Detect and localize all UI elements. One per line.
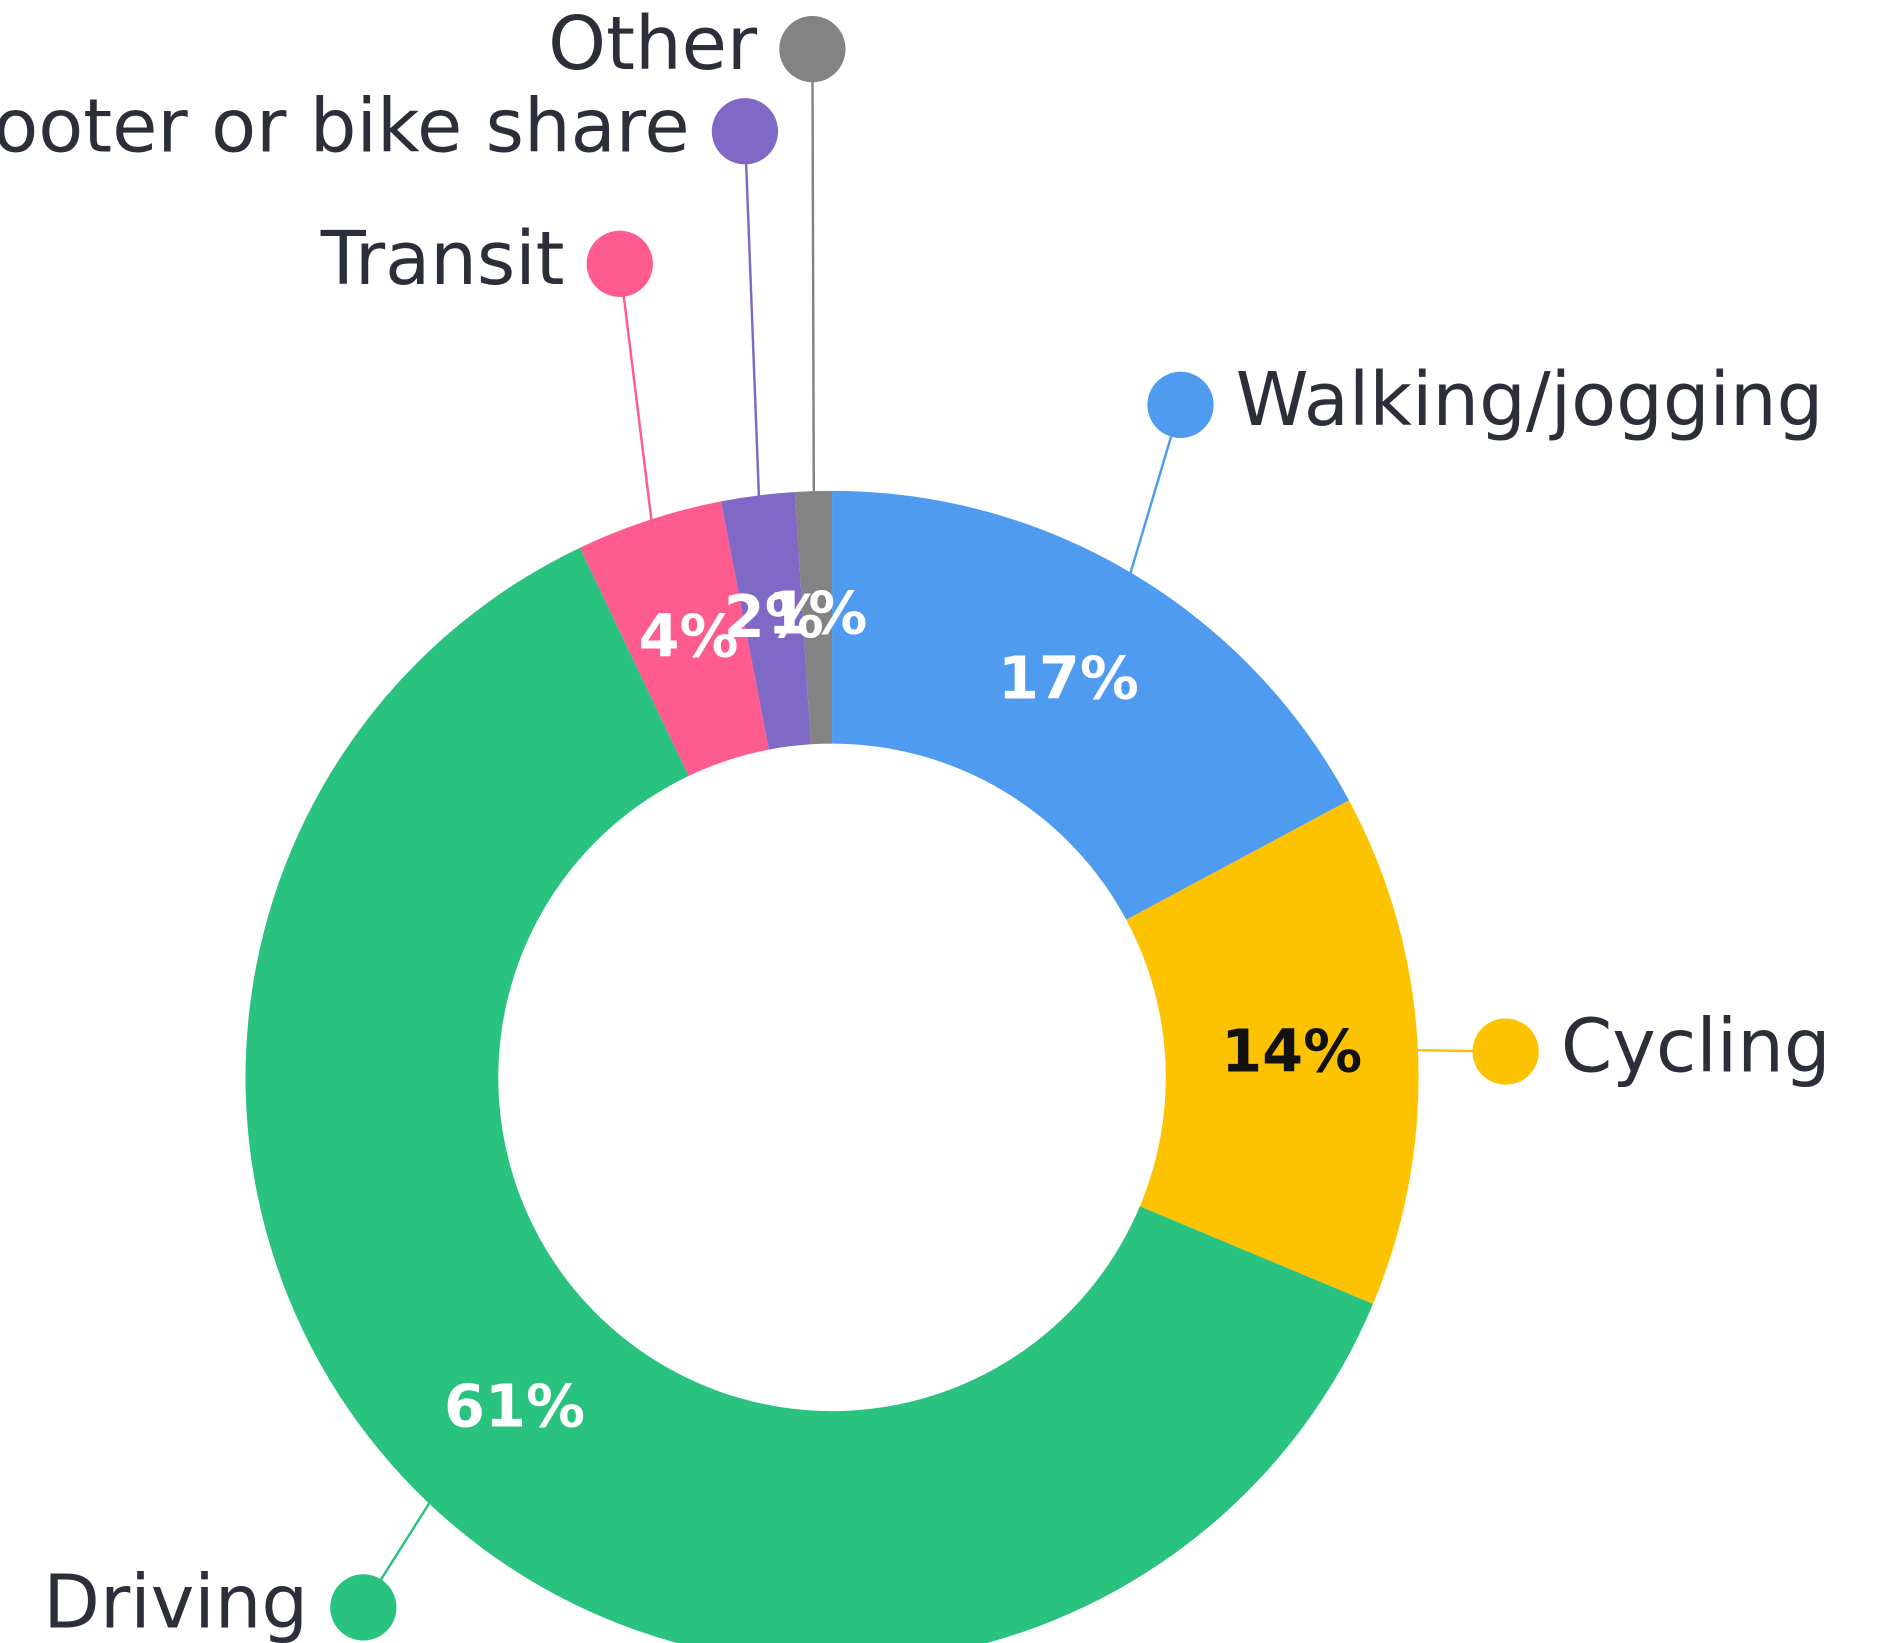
legend-dot	[330, 1574, 397, 1641]
donut-segment	[832, 490, 1350, 920]
category-label: Transit	[320, 217, 565, 302]
value-label: 14%	[1221, 1017, 1362, 1086]
legend-dot	[1472, 1018, 1539, 1085]
category-label: Other	[548, 2, 758, 87]
donut-segment	[579, 501, 769, 776]
donut-segment	[245, 547, 1374, 1643]
donut-segment	[794, 490, 833, 745]
legend-dot	[779, 15, 846, 83]
value-label: 17%	[998, 644, 1139, 713]
category-label: Scooter or bike share	[0, 84, 690, 169]
value-label: 2%	[724, 582, 824, 651]
legend-dot	[1147, 371, 1214, 439]
donut-segment	[721, 491, 811, 750]
category-label: Walking/jogging	[1236, 358, 1824, 443]
value-label: 61%	[444, 1371, 585, 1440]
legend-dot	[586, 230, 653, 297]
leader-line	[743, 131, 761, 508]
donut-segment	[1126, 800, 1419, 1304]
value-label: 1%	[767, 579, 867, 648]
value-label: 4%	[638, 601, 738, 670]
category-label: Driving	[43, 1560, 308, 1643]
category-label: Cycling	[1561, 1005, 1831, 1090]
leader-line	[811, 49, 816, 504]
legend-dot	[711, 98, 779, 165]
leader-line	[618, 263, 655, 532]
